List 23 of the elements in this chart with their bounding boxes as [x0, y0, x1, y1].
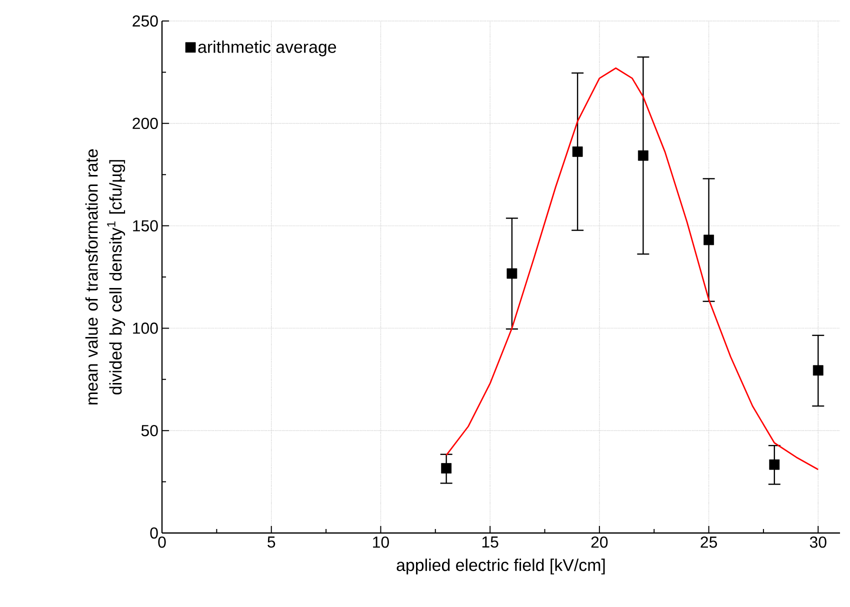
point	[769, 459, 780, 470]
y-tick-label: 100	[133, 322, 158, 334]
x-axis-title: applied electric field [kV/cm]	[396, 558, 605, 574]
point	[441, 463, 452, 474]
x-tick-label: 0	[158, 536, 166, 548]
legend-label: arithmetic average	[198, 40, 336, 56]
point	[812, 365, 824, 376]
point	[638, 150, 648, 161]
x-tick-label: 5	[268, 536, 276, 548]
x-tick-label: 20	[591, 536, 608, 548]
point	[506, 268, 518, 279]
point	[704, 234, 714, 246]
y-tick-label: 50	[141, 424, 158, 436]
x-tick-label: 25	[700, 536, 717, 548]
line-series	[446, 67, 819, 470]
x-tick-label: 30	[810, 536, 826, 548]
y-tick-label: 250	[132, 15, 158, 27]
x-tick-label: 10	[373, 536, 389, 548]
y-tick-label: 200	[132, 118, 158, 130]
y-tick-label: 0	[150, 527, 158, 539]
y-tick-label: 150	[133, 220, 158, 232]
x-tick-label: 15	[482, 536, 498, 548]
point	[572, 146, 583, 157]
